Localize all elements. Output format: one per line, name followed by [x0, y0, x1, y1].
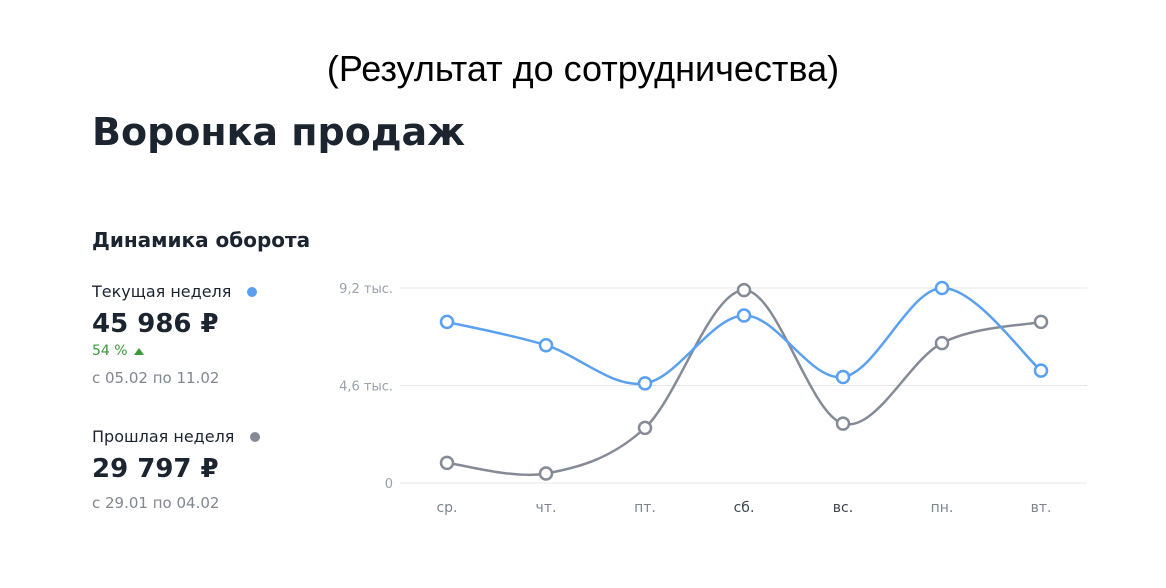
current-week-point — [934, 280, 950, 296]
page-title: Воронка продаж — [92, 110, 466, 154]
change-percent: 54 % — [92, 343, 128, 359]
y-tick-label: 4,6 тыс. — [339, 380, 393, 395]
x-tick-label: пн. — [931, 500, 954, 516]
turnover-line-chart: 0 4,6 тыс. 9,2 тыс. ср. чт. пт. сб. вс. пн. вт. — [339, 280, 1087, 516]
previous-week-point — [439, 455, 455, 471]
y-tick-label: 0 — [385, 477, 393, 492]
current-week-label-row: Текущая неделя — [92, 282, 292, 301]
previous-week-summary: Прошлая неделя 29 797 ₽ с 29.01 по 04.02 — [92, 427, 292, 512]
current-week-line — [446, 286, 1042, 386]
x-tick-label: вс. — [833, 500, 853, 516]
current-week-point — [736, 308, 752, 323]
previous-week-point — [1033, 314, 1049, 330]
y-tick-label: 9,2 тыс. — [339, 282, 393, 297]
section-title: Динамика оборота — [92, 228, 311, 252]
previous-week-value: 29 797 ₽ — [92, 454, 219, 484]
previous-week-label: Прошлая неделя — [92, 427, 235, 446]
current-week-range: с 05.02 по 11.02 — [92, 369, 220, 387]
previous-week-label-row: Прошлая неделя — [92, 427, 292, 446]
current-week-point — [1033, 363, 1049, 378]
caption: (Результат до сотрудничества) — [326, 48, 840, 89]
previous-week-point — [637, 420, 653, 436]
current-week-point — [637, 376, 653, 391]
current-week-point — [538, 337, 554, 353]
current-week-label: Текущая неделя — [92, 282, 232, 301]
x-tick-label: сб. — [734, 500, 755, 516]
current-week-change: 54 % — [92, 343, 292, 359]
previous-week-range: с 29.01 по 04.02 — [92, 494, 220, 512]
current-week-point — [835, 369, 851, 385]
previous-week-point — [736, 282, 752, 298]
current-week-legend-dot — [247, 286, 258, 297]
current-week-summary: Текущая неделя 45 986 ₽ 54 % с 05.02 по … — [92, 282, 292, 387]
x-tick-label: пт. — [634, 500, 656, 516]
previous-week-point — [835, 416, 851, 431]
x-tick-label: вт. — [1031, 500, 1052, 516]
previous-week-point — [538, 466, 554, 481]
previous-week-legend-dot — [250, 431, 261, 442]
arrow-up-icon — [133, 347, 144, 355]
current-week-value: 45 986 ₽ — [92, 309, 219, 339]
x-tick-label: ср. — [436, 500, 457, 516]
previous-week-point — [934, 335, 950, 351]
x-tick-label: чт. — [536, 500, 557, 516]
current-week-point — [439, 314, 455, 330]
